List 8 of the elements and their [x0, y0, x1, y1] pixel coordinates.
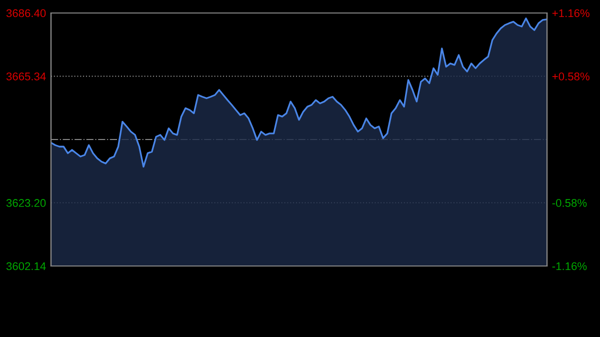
- y-tick-label: 3686.40: [6, 9, 46, 18]
- y-tick-label: 3623.20: [6, 199, 46, 207]
- y-tick-label: 3602.14: [6, 262, 46, 270]
- y2-tick-label: -0.58%: [552, 199, 587, 207]
- y2-tick-label: +0.58%: [552, 72, 590, 80]
- y2-tick-label: +1.16%: [552, 9, 590, 18]
- y2-tick-label: -1.16%: [552, 262, 587, 270]
- y-tick-label: 3665.34: [6, 72, 46, 80]
